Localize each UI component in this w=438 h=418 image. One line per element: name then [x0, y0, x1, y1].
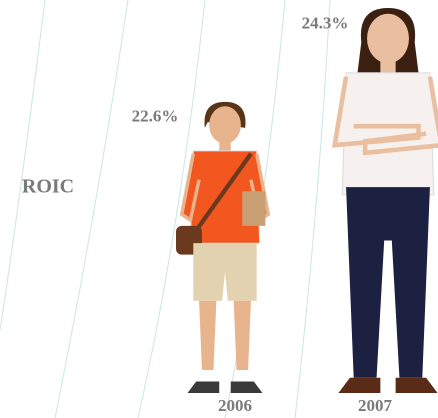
value-label: 24.3%	[302, 14, 349, 33]
value-label: 22.6%	[132, 107, 179, 126]
pants	[346, 187, 430, 378]
head	[367, 14, 409, 64]
x-tick-label: 2007	[358, 396, 393, 415]
figure	[176, 102, 268, 393]
x-tick-label: 2006	[218, 396, 252, 415]
legs	[199, 301, 251, 370]
book	[242, 191, 265, 226]
neck	[380, 58, 395, 73]
shoes	[338, 378, 437, 393]
shorts	[193, 243, 256, 301]
neck	[219, 139, 231, 151]
y-axis-label: ROIC	[22, 176, 74, 198]
figure	[335, 8, 438, 393]
shoes	[188, 381, 263, 393]
head	[209, 106, 241, 143]
chart: ROIC 22.6% 2006 24.3% 2007	[0, 0, 438, 418]
background-lines	[0, 0, 330, 418]
